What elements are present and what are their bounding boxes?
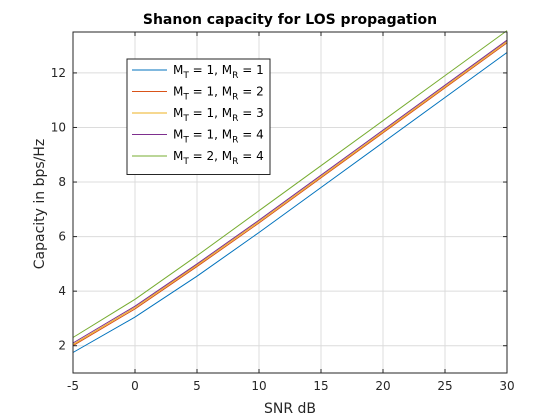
series-line-3	[72, 41, 508, 345]
legend-entry-1: MT = 1, MR = 1	[173, 63, 264, 81]
y-axis-ticks: 2 4 6 8 10 12	[51, 66, 507, 353]
chart-title: Shanon capacity for LOS propagation	[143, 12, 437, 28]
series-line-4	[72, 39, 508, 344]
y-tick-label: 8	[58, 175, 66, 189]
y-tick-label: 2	[58, 339, 66, 353]
x-tick-label: 5	[193, 379, 201, 393]
grid-lines	[72, 32, 508, 373]
x-tick-label: 25	[437, 379, 452, 393]
y-tick-label: 12	[51, 66, 66, 80]
y-axis-label: Capacity in bps/Hz	[32, 139, 48, 270]
series-line-1	[72, 52, 508, 353]
legend-entry-4: MT = 1, MR = 4	[173, 128, 264, 146]
x-tick-label: 20	[375, 379, 390, 393]
x-tick-label: 15	[313, 379, 328, 393]
y-tick-label: 6	[58, 230, 66, 244]
x-axis-label: SNR dB	[264, 401, 316, 417]
legend-box	[126, 58, 271, 175]
series-line-2	[72, 42, 508, 347]
plot-area-frame	[72, 31, 508, 374]
legend-entry-5: MT = 2, MR = 4	[173, 149, 264, 167]
legend-entry-3: MT = 1, MR = 3	[173, 106, 264, 124]
y-tick-label: 4	[58, 284, 66, 298]
x-axis-ticks: -5 0 5 10 15 20 25 30	[67, 32, 515, 393]
x-tick-label: 10	[251, 379, 266, 393]
legend: MT = 1, MR = 1 MT = 1, MR = 2 MT = 1, MR =…	[126, 58, 271, 175]
series-lines	[72, 30, 508, 353]
series-line-5	[72, 30, 508, 338]
x-tick-label: 0	[131, 379, 139, 393]
y-tick-label: 10	[51, 120, 66, 134]
x-tick-label: -5	[67, 379, 79, 393]
x-tick-label: 30	[499, 379, 514, 393]
legend-entry-2: MT = 1, MR = 2	[173, 85, 264, 103]
